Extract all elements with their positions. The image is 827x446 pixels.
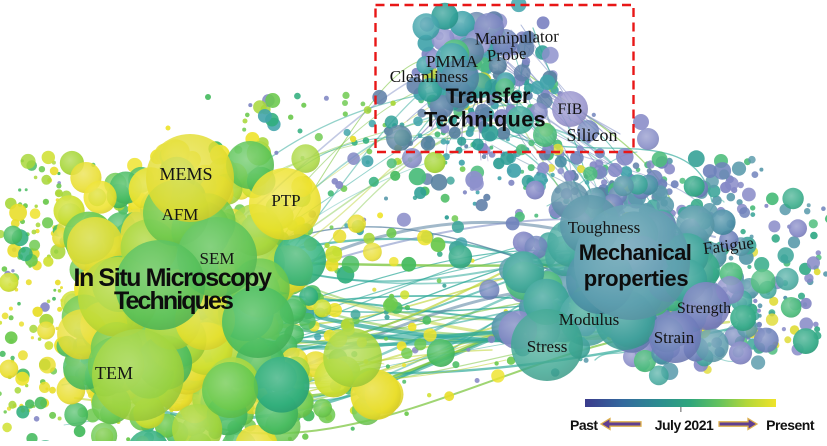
svg-text:Techniques: Techniques xyxy=(424,108,546,132)
svg-text:Cleanliness: Cleanliness xyxy=(390,67,468,86)
svg-text:PMMA: PMMA xyxy=(426,52,479,71)
svg-text:Transfer: Transfer xyxy=(446,84,531,108)
svg-text:TEM: TEM xyxy=(95,363,133,383)
svg-text:Past: Past xyxy=(570,417,598,433)
svg-text:Modulus: Modulus xyxy=(559,310,619,329)
svg-text:FIB: FIB xyxy=(558,101,583,118)
svg-text:properties: properties xyxy=(584,266,689,291)
svg-text:Strength: Strength xyxy=(677,300,731,317)
svg-text:July 2021: July 2021 xyxy=(655,417,714,433)
svg-text:SEM: SEM xyxy=(200,249,235,268)
svg-text:Probe: Probe xyxy=(486,44,527,66)
svg-text:Present: Present xyxy=(766,417,815,433)
svg-text:Silicon: Silicon xyxy=(566,125,617,145)
svg-text:Techniques: Techniques xyxy=(114,287,233,315)
svg-text:MEMS: MEMS xyxy=(159,164,212,184)
svg-text:Manipulator: Manipulator xyxy=(474,27,559,49)
svg-text:Toughness: Toughness xyxy=(568,218,640,237)
svg-text:PTP: PTP xyxy=(271,191,300,210)
svg-text:AFM: AFM xyxy=(162,205,199,224)
svg-text:Mechanical: Mechanical xyxy=(579,240,692,265)
svg-text:Strain: Strain xyxy=(654,328,695,347)
svg-text:In Situ Microscopy: In Situ Microscopy xyxy=(73,264,272,292)
svg-text:Stress: Stress xyxy=(527,337,568,356)
